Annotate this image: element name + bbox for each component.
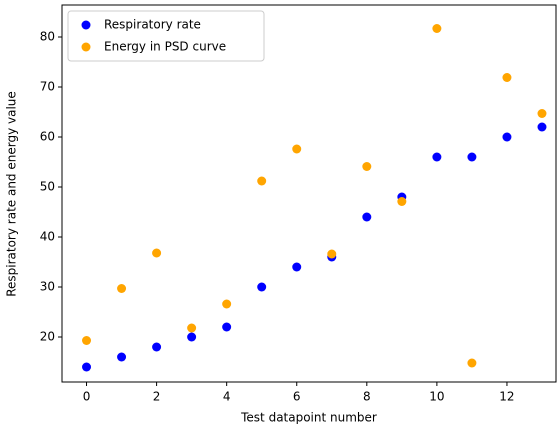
- point: [187, 332, 197, 342]
- y-tick-label: 80: [40, 30, 55, 44]
- y-tick-label: 60: [40, 130, 55, 144]
- legend-marker: [81, 20, 91, 30]
- legend-box: [67, 10, 265, 62]
- point: [152, 342, 162, 352]
- point: [432, 152, 442, 162]
- point: [152, 248, 162, 258]
- point: [327, 249, 337, 259]
- point: [362, 212, 372, 222]
- point: [257, 282, 267, 292]
- point: [117, 284, 127, 293]
- point: [397, 197, 407, 206]
- x-tick-label: 0: [83, 390, 91, 404]
- x-tick-label: 10: [429, 390, 444, 404]
- point: [292, 262, 302, 272]
- point: [502, 73, 512, 82]
- point: [537, 122, 547, 132]
- y-tick-label: 70: [40, 80, 55, 94]
- plot-frame: [61, 4, 557, 383]
- point: [187, 323, 197, 333]
- legend-marker: [81, 42, 91, 52]
- x-tick-label: 4: [223, 390, 231, 404]
- point: [222, 322, 232, 332]
- point: [292, 144, 302, 154]
- y-tick-label: 50: [40, 180, 55, 194]
- x-tick-label: 2: [153, 390, 161, 404]
- legend-label: Respiratory rate: [104, 18, 201, 32]
- point: [432, 24, 442, 33]
- x-tick-label: 8: [363, 390, 371, 404]
- legend-label: Energy in PSD curve: [104, 40, 226, 54]
- x-axis-label: Test datapoint number: [240, 411, 377, 425]
- y-axis-label: Respiratory rate and energy value: [5, 91, 19, 297]
- y-tick-label: 40: [40, 230, 55, 244]
- point: [257, 176, 267, 186]
- point: [467, 152, 477, 162]
- point: [467, 358, 477, 368]
- point: [362, 162, 372, 171]
- point: [502, 132, 512, 142]
- point: [222, 299, 232, 309]
- point: [537, 109, 547, 118]
- point: [82, 362, 92, 372]
- x-tick-label: 6: [293, 390, 301, 404]
- y-tick-label: 20: [40, 330, 55, 344]
- x-tick-label: 12: [499, 390, 514, 404]
- y-tick-label: 30: [40, 280, 55, 294]
- point: [117, 352, 127, 362]
- point: [82, 336, 92, 345]
